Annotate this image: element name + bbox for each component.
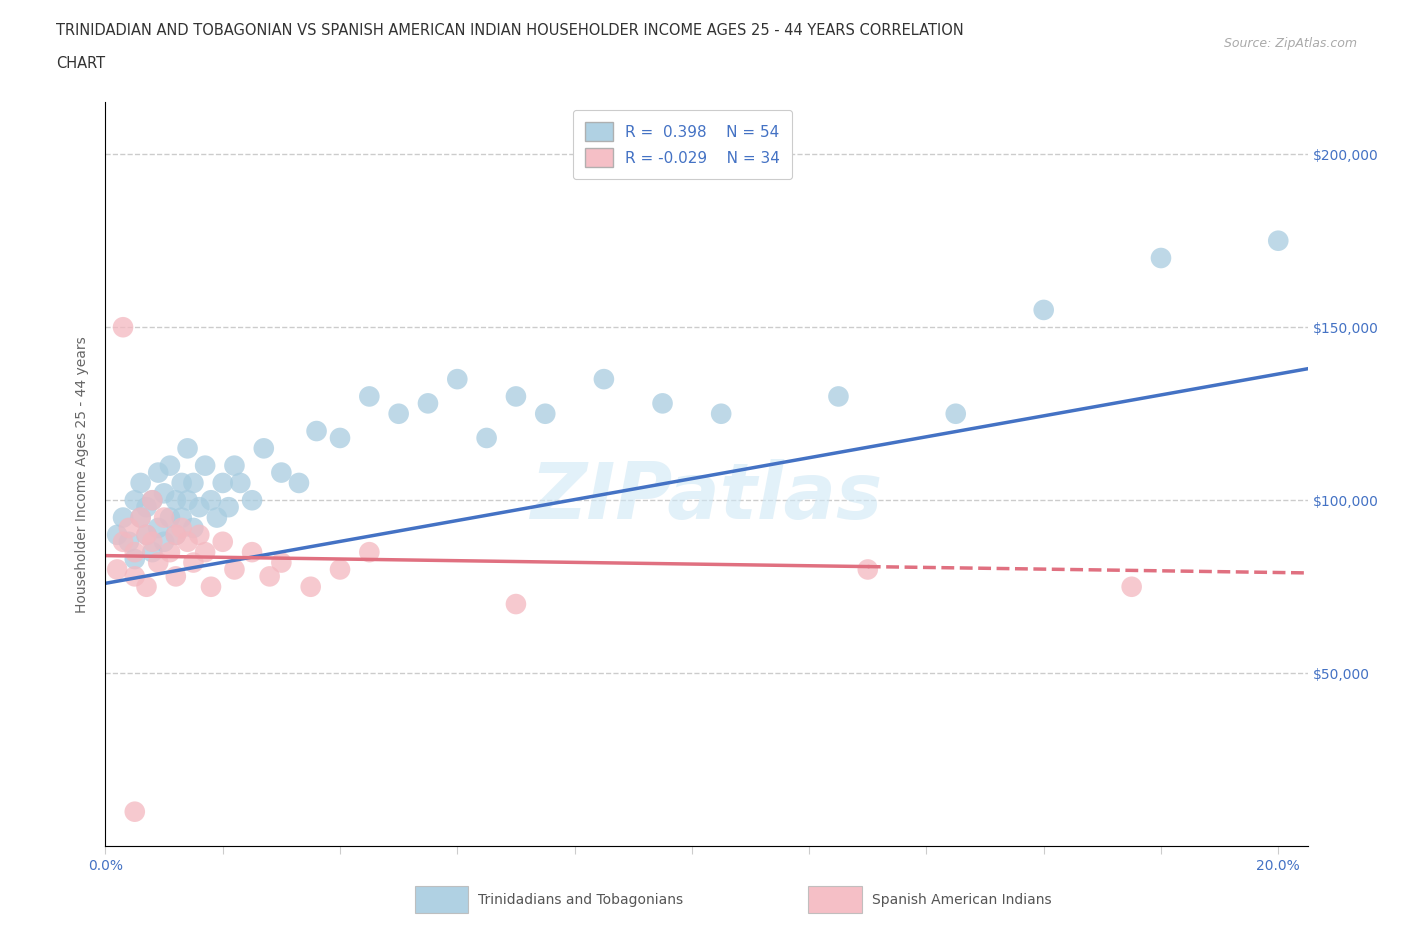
Point xyxy=(135,579,157,594)
Point xyxy=(224,458,246,473)
Point xyxy=(124,569,146,584)
Point xyxy=(446,372,468,387)
Point xyxy=(305,423,328,438)
Point xyxy=(129,511,152,525)
Point xyxy=(188,499,211,514)
Point xyxy=(105,562,128,577)
Point xyxy=(229,475,252,490)
Y-axis label: Householder Income Ages 25 - 44 years: Householder Income Ages 25 - 44 years xyxy=(76,336,90,613)
Point xyxy=(534,406,557,421)
Point xyxy=(170,521,193,536)
Point xyxy=(129,511,152,525)
Point xyxy=(505,597,527,612)
Point xyxy=(200,579,222,594)
Point xyxy=(253,441,276,456)
Point xyxy=(240,493,263,508)
Point xyxy=(141,493,163,508)
Point xyxy=(124,545,146,560)
Point xyxy=(218,499,240,514)
Point xyxy=(165,527,187,542)
Point xyxy=(359,545,381,560)
Point xyxy=(112,320,135,335)
Point xyxy=(124,493,146,508)
Point xyxy=(359,389,381,404)
Point xyxy=(240,545,263,560)
Point xyxy=(288,475,311,490)
Point xyxy=(112,535,135,550)
Point xyxy=(211,475,233,490)
FancyBboxPatch shape xyxy=(415,886,468,913)
Point xyxy=(388,406,411,421)
Point xyxy=(505,389,527,404)
Point xyxy=(135,499,157,514)
Point xyxy=(148,521,170,536)
Point xyxy=(141,493,163,508)
Point xyxy=(124,551,146,566)
Point xyxy=(176,493,198,508)
Point xyxy=(299,579,322,594)
Point xyxy=(124,804,146,819)
Point xyxy=(153,485,176,500)
Point xyxy=(141,545,163,560)
Point xyxy=(194,545,217,560)
Point xyxy=(165,569,187,584)
Point xyxy=(329,431,352,445)
Point xyxy=(194,458,217,473)
Point xyxy=(135,527,157,542)
Point xyxy=(159,511,181,525)
Point xyxy=(135,527,157,542)
Point xyxy=(176,535,198,550)
Point xyxy=(827,389,849,404)
Text: TRINIDADIAN AND TOBAGONIAN VS SPANISH AMERICAN INDIAN HOUSEHOLDER INCOME AGES 25: TRINIDADIAN AND TOBAGONIAN VS SPANISH AM… xyxy=(56,23,965,38)
Point xyxy=(1267,233,1289,248)
Point xyxy=(945,406,967,421)
Point xyxy=(270,465,292,480)
Point xyxy=(112,511,135,525)
Point xyxy=(416,396,439,411)
Point xyxy=(148,465,170,480)
Text: CHART: CHART xyxy=(56,56,105,71)
FancyBboxPatch shape xyxy=(808,886,862,913)
Point xyxy=(105,527,128,542)
Point xyxy=(118,521,141,536)
Point xyxy=(183,555,205,570)
Point xyxy=(118,535,141,550)
Point xyxy=(183,475,205,490)
Point xyxy=(188,527,211,542)
Point xyxy=(205,511,228,525)
Point xyxy=(129,475,152,490)
Point xyxy=(211,535,233,550)
Point xyxy=(710,406,733,421)
Point xyxy=(170,511,193,525)
Text: Spanish American Indians: Spanish American Indians xyxy=(872,893,1052,907)
Point xyxy=(593,372,616,387)
Point xyxy=(176,441,198,456)
Point xyxy=(651,396,673,411)
Point xyxy=(270,555,292,570)
Legend: R =  0.398    N = 54, R = -0.029    N = 34: R = 0.398 N = 54, R = -0.029 N = 34 xyxy=(574,110,792,179)
Point xyxy=(259,569,281,584)
Point xyxy=(159,545,181,560)
Point xyxy=(329,562,352,577)
Point xyxy=(159,458,181,473)
Text: Source: ZipAtlas.com: Source: ZipAtlas.com xyxy=(1223,37,1357,50)
Point xyxy=(153,535,176,550)
Point xyxy=(1150,250,1173,265)
Point xyxy=(1121,579,1143,594)
Point xyxy=(165,527,187,542)
Point xyxy=(183,521,205,536)
Point xyxy=(148,555,170,570)
Point xyxy=(224,562,246,577)
Point xyxy=(475,431,498,445)
Point xyxy=(153,511,176,525)
Text: ZIPatlas: ZIPatlas xyxy=(530,458,883,535)
Text: Trinidadians and Tobagonians: Trinidadians and Tobagonians xyxy=(478,893,683,907)
Point xyxy=(1032,302,1054,317)
Point xyxy=(200,493,222,508)
Point xyxy=(856,562,879,577)
Point xyxy=(165,493,187,508)
Point xyxy=(141,535,163,550)
Point xyxy=(170,475,193,490)
